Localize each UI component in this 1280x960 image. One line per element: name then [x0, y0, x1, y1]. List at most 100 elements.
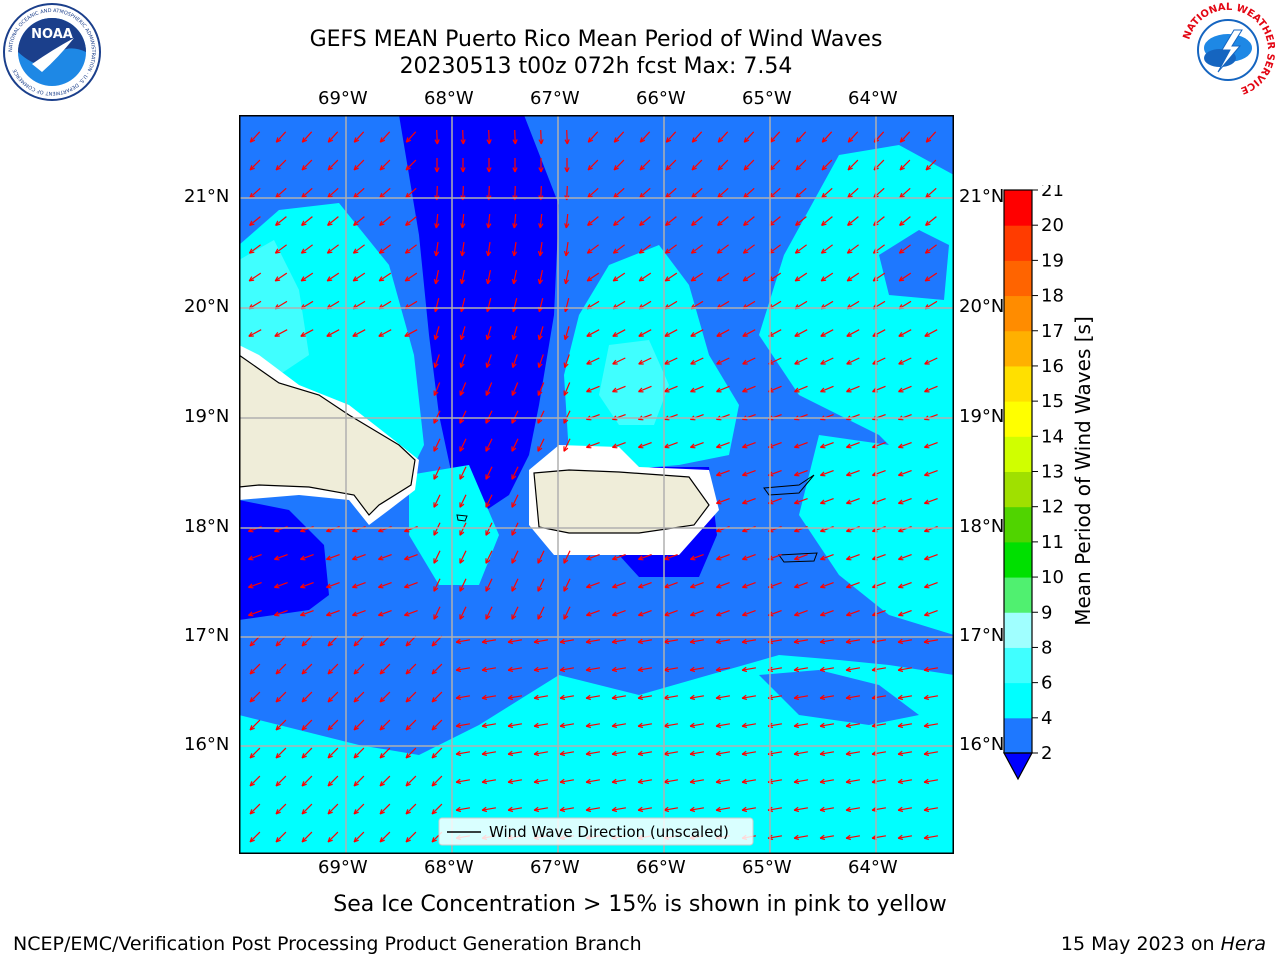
wind-arrow-head [637, 641, 644, 645]
wind-arrow-head [433, 362, 436, 368]
lat-tick-right-3: 19°N [959, 406, 1005, 427]
wind-arrow [563, 438, 571, 452]
colorbar-tick-label: 20 [1041, 215, 1064, 236]
wind-arrow [613, 131, 625, 143]
wind-arrow [485, 438, 493, 452]
wind-arrow-head [328, 139, 334, 143]
wind-arrow-head [718, 139, 724, 143]
wind-arrow-head [689, 641, 696, 645]
wind-arrow-head [301, 251, 307, 254]
wind-arrow-head [275, 223, 281, 226]
wind-arrow-head [379, 279, 385, 282]
wind-arrow [275, 691, 287, 703]
wind-arrow-head [511, 475, 517, 480]
wind-arrow-head [325, 611, 331, 616]
wind-arrow [559, 695, 575, 699]
wind-arrow-head [663, 750, 669, 755]
wind-arrow [327, 691, 339, 703]
wind-arrow [559, 723, 575, 727]
wind-arrow [690, 582, 704, 588]
wind-arrow-head [249, 727, 255, 731]
wind-arrow-head [431, 641, 435, 647]
wind-arrow-head [537, 250, 541, 257]
wind-arrow [820, 582, 834, 588]
wind-arrow-head [248, 331, 253, 337]
wind-arrow [769, 131, 781, 143]
wind-arrow [460, 354, 466, 368]
wind-arrow-head [638, 276, 643, 282]
wind-arrow-head [897, 611, 903, 616]
wind-arrow-head [715, 697, 722, 701]
wind-arrow-head [923, 781, 930, 785]
wind-arrow-head [637, 669, 644, 673]
wind-arrow-head [275, 783, 281, 787]
wind-arrow-head [327, 223, 333, 226]
wind-arrow-head [539, 223, 544, 229]
wind-arrow [249, 663, 261, 675]
wind-arrow [846, 470, 860, 476]
wind-arrow [533, 779, 549, 783]
wind-arrow-head [405, 837, 409, 843]
wind-arrow [587, 216, 599, 226]
wind-arrow [559, 667, 575, 671]
wind-arrow-head [380, 139, 386, 143]
wind-arrow [898, 498, 912, 504]
lat-tick-left-3: 19°N [184, 406, 230, 427]
wind-arrow [743, 131, 755, 143]
wind-arrow [433, 494, 441, 508]
wind-arrow-head [431, 671, 437, 675]
wind-arrow-head [405, 643, 411, 647]
wind-arrow [405, 159, 417, 171]
wind-arrow [248, 610, 262, 616]
wind-arrow [459, 410, 467, 424]
lon-tick-top-6: 64°W [848, 88, 898, 109]
wind-arrow-head [899, 220, 903, 226]
wind-arrow-head [377, 555, 383, 560]
wind-arrow [485, 522, 493, 536]
wind-arrow-head [481, 809, 488, 813]
wind-arrow-head [377, 611, 383, 616]
wind-arrow [742, 470, 756, 476]
wind-arrow-head [898, 276, 903, 282]
wind-arrow [559, 751, 575, 755]
wind-arrow [716, 357, 730, 365]
wind-arrow-head [537, 334, 540, 340]
wind-arrow [820, 554, 834, 560]
wind-arrow [925, 216, 937, 226]
wind-arrow-head [378, 331, 383, 337]
wind-arrow-head [512, 167, 516, 173]
wind-arrow [664, 554, 678, 560]
colorbar-segment [1004, 471, 1032, 508]
wind-arrow-head [741, 638, 747, 643]
wind-arrow [768, 329, 782, 337]
wind-arrow-head [507, 781, 514, 785]
wind-arrow [249, 719, 261, 731]
wind-arrow-head [640, 139, 646, 143]
wind-arrow-head [613, 192, 617, 198]
wind-arrow-head [250, 139, 256, 143]
wind-arrow [301, 775, 313, 787]
wind-arrow [563, 410, 571, 424]
wind-arrow-head [301, 220, 305, 226]
wind-arrow-head [638, 359, 643, 365]
wind-arrow-head [715, 641, 722, 645]
wind-arrow-head [533, 753, 540, 757]
lon-tick-top-4: 66°W [636, 88, 686, 109]
wind-arrow-head [741, 697, 748, 701]
wind-arrow [353, 747, 365, 759]
wind-arrow-head [301, 755, 307, 759]
wind-arrow-head [274, 248, 279, 254]
wind-arrow-head [795, 251, 801, 254]
wind-arrow-head [327, 725, 331, 731]
colorbar-segment [1004, 365, 1032, 402]
wind-arrow-head [563, 419, 569, 424]
wind-arrow [819, 639, 835, 643]
wind-arrow [404, 582, 418, 588]
wind-arrow [249, 691, 261, 703]
wind-arrow [378, 582, 392, 588]
wind-arrow [611, 723, 627, 727]
wind-arrow-head [717, 223, 723, 226]
wind-arrow-head [689, 806, 695, 811]
wind-arrow-head [691, 223, 697, 226]
wind-arrow [847, 216, 859, 226]
